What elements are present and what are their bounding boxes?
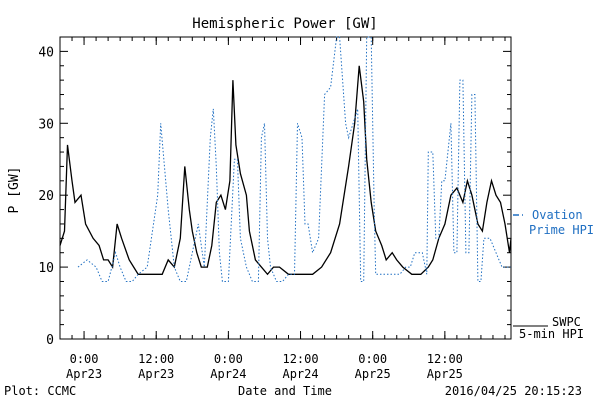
y-tick-label: 10 [38,261,54,276]
series-group [59,36,512,282]
legend-ovation: Ovation Prime HPI [513,208,594,237]
legend-swpc-label-line2: 5-min HPI [519,327,584,341]
x-tick-label-time: 0:00 [214,352,243,366]
x-tick-label-date: Apr25 [355,367,391,381]
y-tick-label: 30 [38,117,54,132]
y-tick-label: 0 [46,333,54,348]
x-tick-label-time: 0:00 [358,352,387,366]
x-tick-label-time: 12:00 [282,352,318,366]
x-tick-label-date: Apr23 [66,367,102,381]
x-axis-label: Date and Time [238,384,332,398]
series-ovation-prime-line [77,36,511,282]
x-axis-ticks: 0:00Apr2312:00Apr230:00Apr2412:00Apr240:… [66,37,506,381]
y-axis-label: P [GW] [7,167,22,214]
series-swpc-line [59,65,512,276]
legend-swpc-label-line1: SWPC [552,315,581,329]
x-tick-label-date: Apr23 [138,367,174,381]
x-tick-label-date: Apr24 [210,367,246,381]
x-tick-label-time: 0:00 [70,352,99,366]
y-tick-label: 40 [38,45,54,60]
x-tick-label-date: Apr24 [282,367,318,381]
y-tick-label: 20 [38,189,54,204]
plot-credit: Plot: CCMC [4,384,76,398]
x-tick-label-time: 12:00 [427,352,463,366]
legend-swpc: SWPC 5-min HPI [513,315,584,341]
plot-timestamp: 2016/04/25 20:15:23 [445,384,582,398]
legend-ovation-label-line1: Ovation [532,208,583,222]
plot-frame [59,36,512,340]
legend-ovation-label-line2: Prime HPI [529,223,594,237]
y-axis-ticks: 0 10 20 30 40 [38,45,511,348]
x-tick-label-date: Apr25 [427,367,463,381]
x-tick-label-time: 12:00 [138,352,174,366]
chart-title: Hemispheric Power [GW] [192,16,377,32]
